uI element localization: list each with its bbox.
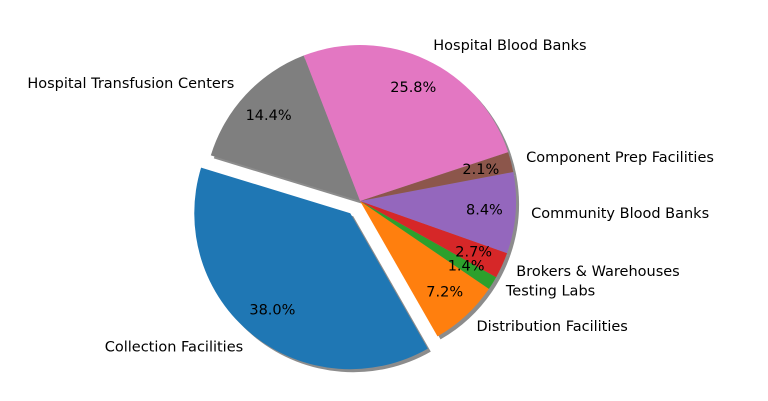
label-hospital-transfusion-centers: Hospital Transfusion Centers — [27, 76, 234, 92]
pct-label-component-prep-facilities: 2.1% — [462, 162, 499, 178]
slice-collection-facilities — [194, 167, 428, 370]
label-distribution-facilities: Distribution Facilities — [477, 319, 628, 335]
pct-label-hospital-blood-banks: 25.8% — [390, 80, 436, 96]
slice-hospital-blood-banks — [303, 45, 509, 202]
label-testing-labs: Testing Labs — [505, 283, 595, 299]
label-collection-facilities: Collection Facilities — [105, 339, 243, 355]
pct-label-community-blood-banks: 8.4% — [466, 203, 503, 219]
pct-label-testing-labs: 1.4% — [448, 259, 485, 275]
pct-label-collection-facilities: 38.0% — [249, 303, 295, 319]
label-brokers-and-warehouses: Brokers & Warehouses — [516, 264, 679, 280]
category-labels: Collection Facilities Distribution Facili… — [27, 38, 714, 355]
pct-label-brokers-and-warehouses: 2.7% — [455, 245, 492, 261]
pct-label-distribution-facilities: 7.2% — [426, 285, 463, 301]
pie-slices — [194, 45, 516, 370]
pct-label-hospital-transfusion-centers: 14.4% — [246, 108, 292, 124]
slice-community-blood-banks — [360, 171, 516, 254]
label-component-prep-facilities: Component Prep Facilities — [526, 150, 714, 166]
label-hospital-blood-banks: Hospital Blood Banks — [433, 38, 586, 54]
slice-hospital-transfusion-centers — [210, 55, 360, 201]
slice-component-prep-facilities — [360, 152, 514, 201]
slice-testing-labs — [360, 201, 497, 289]
label-community-blood-banks: Community Blood Banks — [531, 206, 709, 222]
slice-brokers-and-warehouses — [360, 201, 508, 278]
percentage-labels: 38.0% 7.2% 1.4%2.7% 8.4% 2.1% 25.8% 14.4% — [246, 80, 503, 319]
slice-distribution-facilities — [360, 201, 489, 337]
